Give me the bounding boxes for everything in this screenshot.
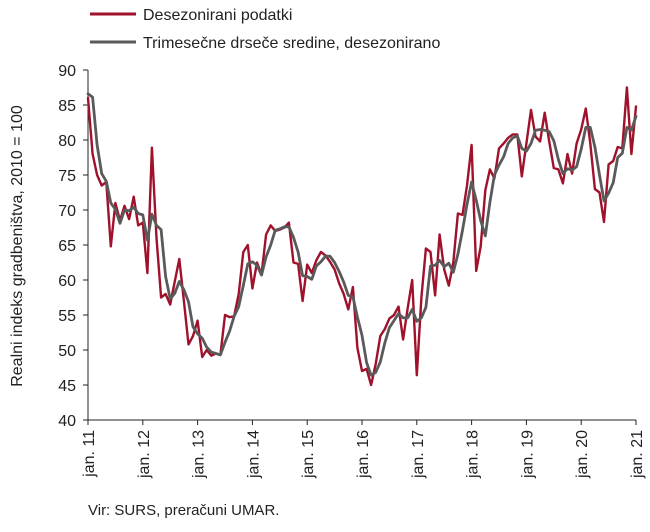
y-tick-label: 80 (58, 133, 76, 150)
y-tick-label: 55 (58, 308, 76, 325)
x-tick-label: jan. 18 (465, 430, 482, 479)
y-tick-label: 70 (58, 203, 76, 220)
y-tick-label: 85 (58, 98, 76, 115)
y-tick-label: 75 (58, 168, 76, 185)
series-line-desezonirani (86, 86, 638, 387)
x-tick-label: jan. 11 (81, 430, 98, 478)
y-axis-label: Realni indeks gradbeništva, 2010 = 100 (9, 105, 26, 387)
y-tick-label: 40 (58, 413, 76, 430)
x-tick-label: jan. 21 (629, 430, 646, 479)
y-tick-label: 50 (58, 343, 76, 360)
x-tick-label: jan. 16 (355, 430, 372, 479)
y-tick-label: 90 (58, 63, 76, 80)
x-tick-label: jan. 19 (519, 430, 536, 479)
x-tick-label: jan. 15 (300, 430, 317, 479)
y-tick-label: 60 (58, 273, 76, 290)
series-group (86, 86, 638, 387)
series-line-drsece-sredine (86, 92, 638, 377)
y-tick-label: 65 (58, 238, 76, 255)
x-tick-label: jan. 13 (191, 430, 208, 479)
x-tick-label: jan. 17 (410, 430, 427, 479)
legend-label-raw: Desezonirani podatki (143, 7, 292, 24)
y-tick-label: 45 (58, 378, 76, 395)
legend: Desezonirani podatki Trimesečne drseče s… (90, 7, 440, 52)
y-ticks: 40 45 50 55 60 65 70 75 80 85 90 (58, 63, 88, 430)
x-tick-label: jan. 14 (245, 430, 262, 479)
source-note: Vir: SURS, preračuni UMAR. (88, 502, 280, 519)
x-tick-label: jan. 20 (574, 430, 591, 479)
legend-label-ma: Trimesečne drseče sredine, desezonirano (143, 35, 440, 52)
x-tick-label: jan. 12 (136, 430, 153, 479)
x-ticks: jan. 11 jan. 12 jan. 13 jan. 14 jan. 15 jan. … (81, 420, 646, 479)
